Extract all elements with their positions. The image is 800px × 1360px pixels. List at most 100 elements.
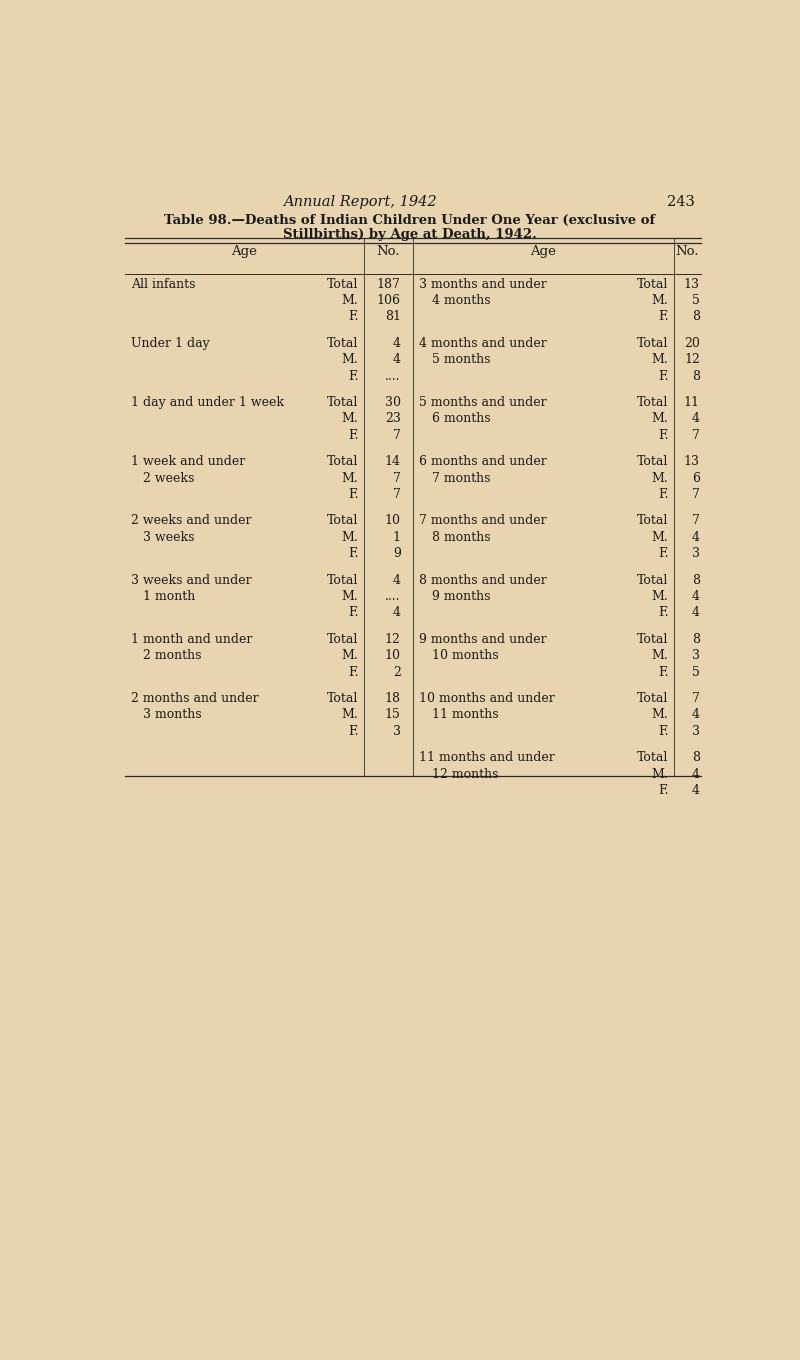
Text: 11: 11: [684, 396, 700, 409]
Text: M.: M.: [652, 354, 669, 366]
Text: Total: Total: [327, 277, 358, 291]
Text: 9 months and under: 9 months and under: [419, 632, 547, 646]
Text: 3: 3: [692, 725, 700, 738]
Text: 8 months and under: 8 months and under: [419, 574, 547, 586]
Text: 5: 5: [692, 294, 700, 307]
Text: 3 weeks: 3 weeks: [143, 530, 195, 544]
Text: 1 month: 1 month: [143, 590, 196, 602]
Text: F.: F.: [658, 428, 669, 442]
Text: M.: M.: [652, 649, 669, 662]
Text: 11 months: 11 months: [432, 709, 498, 721]
Text: M.: M.: [342, 649, 358, 662]
Text: 106: 106: [377, 294, 401, 307]
Text: F.: F.: [658, 547, 669, 560]
Text: 4: 4: [692, 785, 700, 797]
Text: 10: 10: [385, 514, 401, 528]
Text: 12: 12: [684, 354, 700, 366]
Text: M.: M.: [342, 294, 358, 307]
Text: 3: 3: [692, 547, 700, 560]
Text: 8: 8: [692, 632, 700, 646]
Text: F.: F.: [658, 488, 669, 500]
Text: 3 weeks and under: 3 weeks and under: [131, 574, 252, 586]
Text: 18: 18: [385, 692, 401, 704]
Text: M.: M.: [652, 767, 669, 781]
Text: F.: F.: [658, 310, 669, 324]
Text: M.: M.: [342, 354, 358, 366]
Text: Under 1 day: Under 1 day: [131, 337, 210, 350]
Text: 5 months: 5 months: [432, 354, 490, 366]
Text: 7: 7: [393, 472, 401, 484]
Text: 10 months and under: 10 months and under: [419, 692, 555, 704]
Text: ....: ....: [386, 590, 401, 602]
Text: F.: F.: [348, 607, 358, 620]
Text: 7: 7: [393, 488, 401, 500]
Text: F.: F.: [658, 665, 669, 679]
Text: M.: M.: [342, 709, 358, 721]
Text: M.: M.: [342, 530, 358, 544]
Text: 4: 4: [393, 354, 401, 366]
Text: M.: M.: [652, 412, 669, 426]
Text: M.: M.: [652, 590, 669, 602]
Text: 3: 3: [692, 649, 700, 662]
Text: Total: Total: [637, 574, 669, 586]
Text: 8 months: 8 months: [432, 530, 490, 544]
Text: 4 months: 4 months: [432, 294, 490, 307]
Text: Total: Total: [637, 751, 669, 764]
Text: 8: 8: [692, 574, 700, 586]
Text: Total: Total: [327, 396, 358, 409]
Text: 4: 4: [393, 574, 401, 586]
Text: 4: 4: [692, 412, 700, 426]
Text: 8: 8: [692, 370, 700, 382]
Text: 7: 7: [692, 488, 700, 500]
Text: 5 months and under: 5 months and under: [419, 396, 547, 409]
Text: 4: 4: [393, 337, 401, 350]
Text: Age: Age: [530, 245, 556, 258]
Text: F.: F.: [658, 607, 669, 620]
Text: 2 months: 2 months: [143, 649, 202, 662]
Text: 13: 13: [684, 456, 700, 468]
Text: Total: Total: [327, 632, 358, 646]
Text: Total: Total: [637, 632, 669, 646]
Text: F.: F.: [658, 370, 669, 382]
Text: 2 weeks and under: 2 weeks and under: [131, 514, 251, 528]
Text: 9: 9: [393, 547, 401, 560]
Text: M.: M.: [342, 412, 358, 426]
Text: Table 98.—Deaths of Indian Children Under One Year (exclusive of: Table 98.—Deaths of Indian Children Unde…: [165, 214, 655, 227]
Text: Total: Total: [637, 692, 669, 704]
Text: 13: 13: [684, 277, 700, 291]
Text: 4: 4: [692, 590, 700, 602]
Text: 7: 7: [692, 692, 700, 704]
Text: 4: 4: [692, 767, 700, 781]
Text: Annual Report, 1942: Annual Report, 1942: [283, 194, 438, 208]
Text: Total: Total: [637, 396, 669, 409]
Text: 5: 5: [692, 665, 700, 679]
Text: 20: 20: [684, 337, 700, 350]
Text: 7 months and under: 7 months and under: [419, 514, 547, 528]
Text: Total: Total: [637, 277, 669, 291]
Text: 8: 8: [692, 751, 700, 764]
Text: No.: No.: [377, 245, 400, 258]
Text: F.: F.: [658, 725, 669, 738]
Text: All infants: All infants: [131, 277, 195, 291]
Text: No.: No.: [676, 245, 699, 258]
Text: 4: 4: [692, 709, 700, 721]
Text: 4: 4: [692, 607, 700, 620]
Text: 1 day and under 1 week: 1 day and under 1 week: [131, 396, 284, 409]
Text: 30: 30: [385, 396, 401, 409]
Text: 4: 4: [692, 530, 700, 544]
Text: 4 months and under: 4 months and under: [419, 337, 547, 350]
Text: 243: 243: [667, 194, 695, 208]
Text: F.: F.: [348, 310, 358, 324]
Text: 1 week and under: 1 week and under: [131, 456, 246, 468]
Text: F.: F.: [348, 665, 358, 679]
Text: M.: M.: [652, 294, 669, 307]
Text: F.: F.: [348, 370, 358, 382]
Text: F.: F.: [348, 428, 358, 442]
Text: Age: Age: [231, 245, 257, 258]
Text: 6: 6: [692, 472, 700, 484]
Text: 10: 10: [385, 649, 401, 662]
Text: M.: M.: [652, 530, 669, 544]
Text: Total: Total: [327, 337, 358, 350]
Text: 9 months: 9 months: [432, 590, 490, 602]
Text: 2: 2: [393, 665, 401, 679]
